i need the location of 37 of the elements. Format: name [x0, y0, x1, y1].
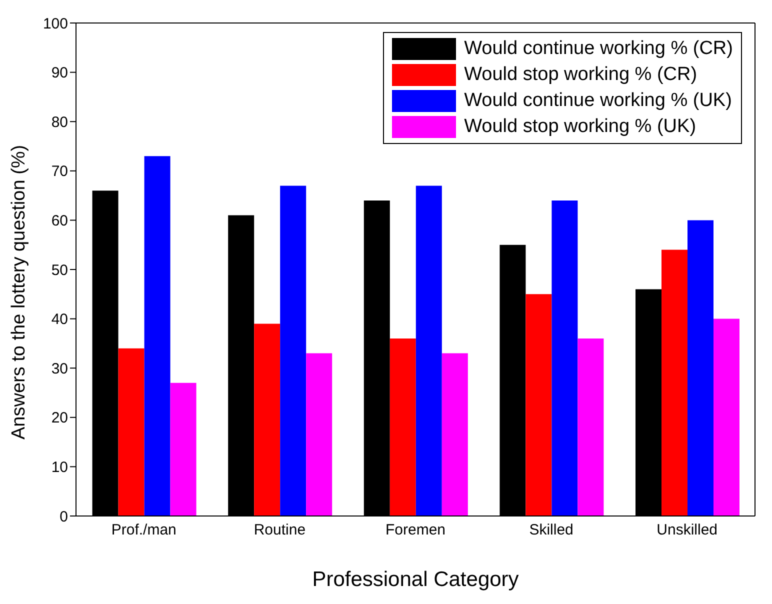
x-tick-label: Routine — [254, 522, 306, 539]
y-tick-label: 0 — [60, 508, 68, 526]
legend-label: Would stop working % (CR) — [464, 64, 698, 86]
bar — [170, 382, 196, 516]
y-tick-label: 70 — [51, 163, 68, 180]
bar — [661, 250, 688, 516]
legend-label: Would continue working % (UK) — [464, 90, 732, 112]
y-tick-label: 10 — [51, 459, 68, 476]
bar — [416, 186, 442, 516]
y-tick-label: 100 — [42, 15, 68, 32]
y-tick-label: 80 — [51, 114, 68, 131]
y-tick-label: 60 — [51, 212, 68, 230]
bar — [280, 186, 306, 516]
bar — [713, 318, 740, 516]
x-tick-label: Unskilled — [656, 522, 718, 539]
bar — [687, 220, 714, 516]
bar — [118, 348, 144, 516]
x-axis-title: Professional Category — [312, 568, 520, 591]
y-axis-title: Answers to the lottery question (%) — [8, 144, 30, 440]
x-tick-label: Skilled — [529, 522, 574, 539]
bar — [442, 353, 468, 516]
bar — [578, 338, 604, 516]
x-tick-label: Foremen — [385, 522, 446, 539]
y-tick-label: 30 — [51, 360, 68, 378]
bar — [390, 338, 416, 516]
legend-label: Would continue working % (CR) — [464, 38, 733, 60]
y-tick-label: 40 — [51, 311, 68, 328]
bar — [254, 324, 280, 516]
bar — [306, 353, 332, 516]
y-tick-label: 90 — [51, 64, 68, 82]
bar — [144, 156, 170, 516]
bar — [526, 294, 552, 516]
legend-label: Would stop working % (UK) — [464, 116, 696, 138]
y-tick-label: 50 — [51, 262, 68, 279]
y-tick-label: 20 — [51, 410, 68, 427]
bar — [552, 200, 578, 516]
x-tick-label: Prof./man — [111, 522, 176, 539]
